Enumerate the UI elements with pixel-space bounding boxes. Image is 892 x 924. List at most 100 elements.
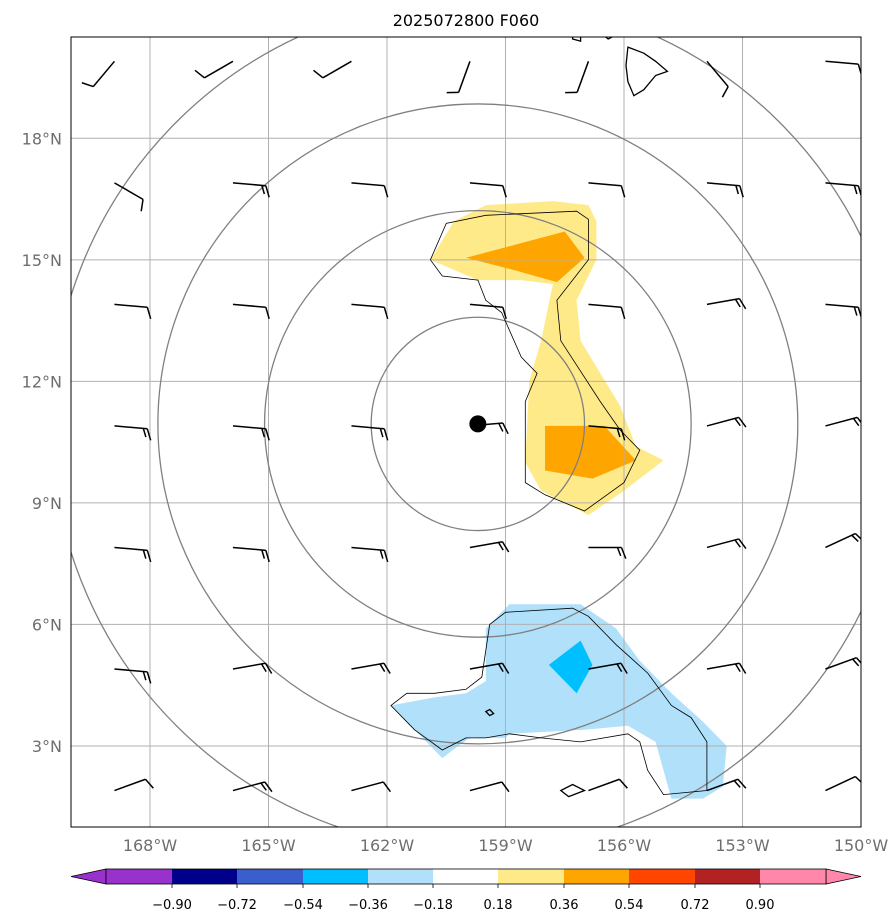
wind-barb-flag <box>81 82 94 88</box>
wind-barb-shaft <box>114 182 144 200</box>
wind-barb-flag <box>738 416 747 428</box>
wind-barb-45 <box>469 781 510 793</box>
wind-barb-flag <box>383 662 391 674</box>
wind-barb-shaft <box>706 778 739 792</box>
wind-barb-40 <box>706 662 747 674</box>
wind-barb-flag <box>261 428 266 438</box>
wind-barb-flag <box>620 662 628 674</box>
wind-barb-shaft <box>351 546 385 552</box>
wind-barb-flag <box>738 538 747 550</box>
wind-barb-22 <box>232 425 270 441</box>
wind-barb-shaft <box>825 657 857 670</box>
wind-barb-6 <box>825 60 861 76</box>
wind-barb-flag <box>734 417 741 427</box>
wind-barb-flag <box>497 542 504 551</box>
coastline-4 <box>484 708 495 717</box>
wind-barb-flag <box>382 781 392 793</box>
wind-barb-flag <box>853 306 858 316</box>
wind-barb-flag <box>497 663 504 673</box>
wind-barb-shaft <box>588 182 622 187</box>
wind-barb-23 <box>351 425 389 441</box>
wind-barb-flag <box>857 307 861 319</box>
wind-barb-shaft <box>588 778 620 792</box>
x-tick-label: 168°W <box>123 836 178 855</box>
wind-barb-flag <box>265 307 270 319</box>
wind-barb-shaft <box>706 297 740 306</box>
fill-region-1 <box>466 231 585 283</box>
wind-barb-flag <box>501 541 510 553</box>
wind-barb-shaft <box>576 61 590 93</box>
fill-region-2 <box>545 425 636 479</box>
fill-region-3 <box>390 604 727 799</box>
wind-barb-3 <box>446 61 471 94</box>
wind-barb-flag <box>313 69 324 79</box>
wind-barb-shaft <box>232 546 266 552</box>
wind-barb-shaft <box>351 662 385 670</box>
wind-barb-flag <box>616 428 621 438</box>
wind-barb-flag <box>144 778 154 789</box>
x-tick-label: 159°W <box>478 836 533 855</box>
wind-barb-flag <box>264 662 273 674</box>
wind-barb-flag <box>502 185 507 198</box>
wind-barb-flag <box>260 663 267 673</box>
colorbar-segment-4 <box>368 869 433 884</box>
wind-barb-flag <box>616 547 622 557</box>
contour-line-1 <box>390 607 708 796</box>
wind-barb-flag <box>379 428 384 438</box>
colorbar-segment-7 <box>564 869 629 884</box>
wind-barb-flag <box>383 307 389 319</box>
wind-barb-29 <box>232 546 270 563</box>
wind-barb-flag <box>264 781 273 793</box>
coastline-2 <box>571 37 582 42</box>
wind-barb-12 <box>706 182 744 198</box>
wind-barb-25 <box>588 425 626 441</box>
colorbar-tick-label: 0.72 <box>681 898 710 913</box>
colorbar-tick-label: 0.90 <box>746 898 775 913</box>
wind-barb-flag <box>851 534 859 542</box>
wind-barb-flag <box>383 550 389 563</box>
wind-barb-shaft <box>114 546 148 552</box>
range-ring-layer <box>71 37 861 827</box>
wind-barb-36 <box>232 662 273 674</box>
wind-barb-5 <box>706 60 729 98</box>
colorbar-segment-8 <box>629 869 695 884</box>
wind-barb-0 <box>81 60 116 88</box>
wind-barb-34 <box>825 532 861 549</box>
y-tick-label: 18°N <box>22 129 62 148</box>
colorbar-segment-5 <box>433 869 498 884</box>
wind-barb-flag <box>855 657 861 665</box>
wind-barb-flag <box>260 782 267 791</box>
wind-barb-flag <box>146 671 152 684</box>
wind-barb-shaft <box>469 662 503 670</box>
colorbar-tick-label: −0.36 <box>348 898 388 913</box>
wind-barb-4 <box>565 61 590 94</box>
wind-barb-flag <box>383 428 389 441</box>
contour-layer <box>390 210 708 796</box>
colorbar-segment-10 <box>760 869 826 884</box>
plot-frame <box>70 36 862 828</box>
wind-barb-shaft <box>232 662 266 670</box>
wind-barb-11 <box>588 182 626 198</box>
wind-barb-shaft <box>706 416 740 427</box>
wind-barb-flag <box>261 549 266 559</box>
wind-barb-flag <box>502 307 507 319</box>
wind-barb-47 <box>706 778 747 792</box>
wind-barb-42 <box>114 778 154 792</box>
wind-barb-shaft <box>706 538 740 549</box>
wind-barb-33 <box>706 538 747 550</box>
colorbar-segment-0 <box>106 869 172 884</box>
x-tick-labels: 168°W 165°W 162°W 159°W 156°W 153°W 150°W <box>123 836 889 855</box>
wind-barb-shaft <box>232 182 266 187</box>
wind-barb-flag <box>146 307 152 319</box>
wind-barb-shaft <box>469 781 503 792</box>
wind-barb-shaft <box>588 662 622 670</box>
wind-barb-flag <box>854 776 861 784</box>
colorbar-tick-label: −0.54 <box>283 898 323 913</box>
y-tick-label: 9°N <box>32 494 62 513</box>
x-tick-label: 165°W <box>241 836 296 855</box>
wind-barb-15 <box>232 303 270 319</box>
wind-barb-flag <box>852 417 860 427</box>
colorbar-tick-label: 0.36 <box>550 898 579 913</box>
wind-barb-shaft <box>588 425 622 430</box>
wind-barb-flag <box>379 549 384 559</box>
